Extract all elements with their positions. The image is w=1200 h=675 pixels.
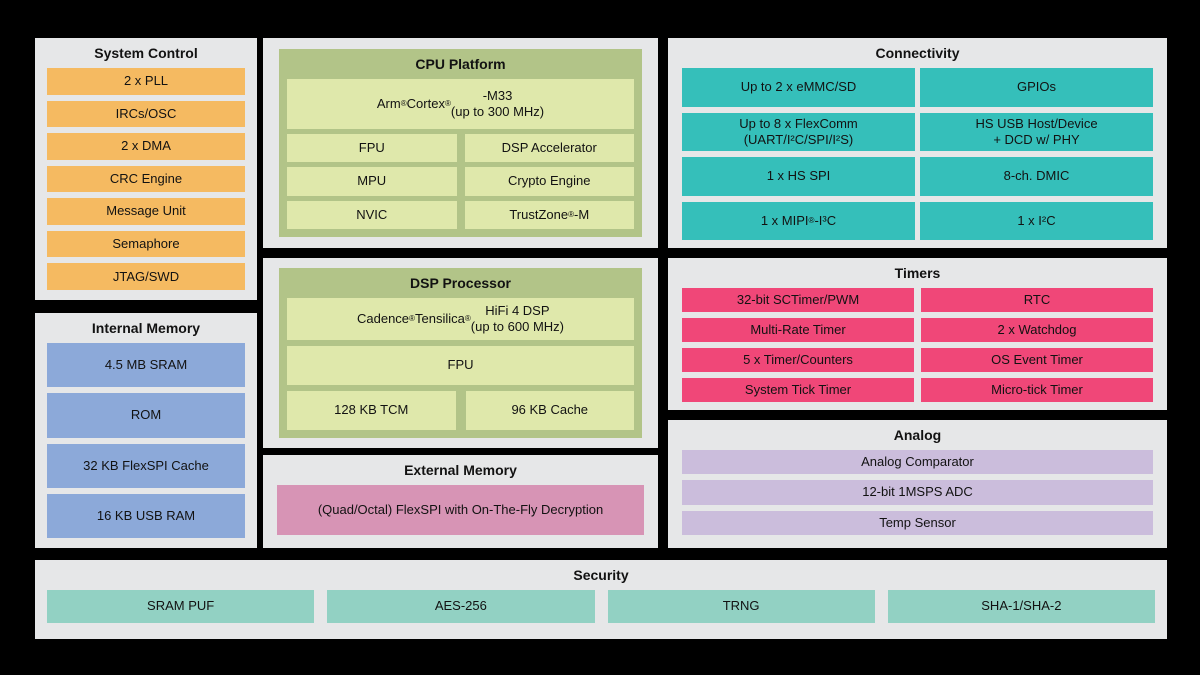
external-memory-blocks: (Quad/Octal) FlexSPI with On-The-Fly Dec… <box>277 485 644 535</box>
block-crc-engine: CRC Engine <box>47 165 245 193</box>
block-message-unit: Message Unit <box>47 198 245 225</box>
external-memory-title: External Memory <box>404 462 517 478</box>
external-memory-panel: External Memory (Quad/Octal) FlexSPI wit… <box>263 455 658 548</box>
block-flexspi-cache: 32 KB FlexSPI Cache <box>47 443 245 488</box>
block-trng: TRNG <box>607 590 875 623</box>
block-ircs-osc: IRCs/OSC <box>47 100 245 128</box>
block-dma: 2 x DMA <box>47 133 245 160</box>
block-sram: 4.5 MB SRAM <box>47 343 245 388</box>
cpu-platform-inner: CPU Platform Arm ® Cortex ® -M33 (up to 300 … <box>279 49 642 237</box>
block-sram-puf: SRAM PUF <box>47 590 315 623</box>
dsp-processor-inner: DSP Processor Cadence ® Tensilica ® HiFi 4… <box>279 268 642 438</box>
system-control-title: System Control <box>94 45 198 61</box>
block-flexspi-decryption: (Quad/Octal) FlexSPI with On-The-Fly Dec… <box>277 485 644 535</box>
block-dsp-cache: 96 KB Cache <box>465 391 634 430</box>
cpu-platform-blocks: Arm ® Cortex ® -M33 (up to 300 MHz) FPU DSP … <box>287 79 634 229</box>
block-timer-counters: 5 x Timer/Counters <box>682 348 914 372</box>
block-gpios: GPIOs <box>920 68 1153 107</box>
block-hs-usb: HS USB Host/Device + DCD w/ PHY <box>920 112 1153 151</box>
connectivity-panel: Connectivity Up to 2 x eMMC/SD GPIOs Up … <box>668 38 1167 248</box>
block-temp-sensor: Temp Sensor <box>682 510 1153 535</box>
block-tcm: 128 KB TCM <box>287 391 456 430</box>
connectivity-blocks: Up to 2 x eMMC/SD GPIOs Up to 8 x FlexCo… <box>682 68 1153 240</box>
cpu-platform-panel: CPU Platform Arm ® Cortex ® -M33 (up to 300 … <box>263 38 658 248</box>
block-hifi4-dsp: Cadence ® Tensilica ® HiFi 4 DSP (up to 600… <box>287 298 634 340</box>
block-semaphore: Semaphore <box>47 230 245 258</box>
security-title: Security <box>573 567 629 583</box>
internal-memory-blocks: 4.5 MB SRAM ROM 32 KB FlexSPI Cache 16 K… <box>47 343 245 538</box>
security-panel: Security SRAM PUF AES-256 TRNG SHA-1/SHA… <box>35 560 1167 639</box>
internal-memory-panel: Internal Memory 4.5 MB SRAM ROM 32 KB Fl… <box>35 313 257 548</box>
block-system-tick-timer: System Tick Timer <box>682 378 914 402</box>
analog-title: Analog <box>893 427 942 443</box>
block-analog-comparator: Analog Comparator <box>682 450 1153 475</box>
timers-title: Timers <box>894 265 941 281</box>
dsp-processor-blocks: Cadence ® Tensilica ® HiFi 4 DSP (up to 600… <box>287 298 634 430</box>
connectivity-title: Connectivity <box>875 45 960 61</box>
block-cortex-m33: Arm ® Cortex ® -M33 (up to 300 MHz) <box>287 79 634 129</box>
block-sha: SHA-1/SHA-2 <box>887 590 1155 623</box>
cpu-platform-title: CPU Platform <box>415 56 506 72</box>
block-aes-256: AES-256 <box>327 590 595 623</box>
system-control-blocks: 2 x PLL IRCs/OSC 2 x DMA CRC Engine Mess… <box>47 68 245 291</box>
analog-panel: Analog Analog Comparator 12-bit 1MSPS AD… <box>668 420 1167 548</box>
block-watchdog: 2 x Watchdog <box>921 318 1153 342</box>
block-pll: 2 x PLL <box>47 68 245 95</box>
block-adc: 12-bit 1MSPS ADC <box>682 480 1153 505</box>
block-cpu-fpu: FPU <box>287 134 457 163</box>
block-multirate-timer: Multi-Rate Timer <box>682 318 914 342</box>
block-dsp-accelerator: DSP Accelerator <box>464 134 634 163</box>
dsp-processor-panel: DSP Processor Cadence ® Tensilica ® HiFi 4… <box>263 258 658 448</box>
block-flexcomm: Up to 8 x FlexComm (UART/I²C/SPI/I²S) <box>682 112 915 151</box>
block-i2c: 1 x I²C <box>920 201 1153 240</box>
dsp-processor-title: DSP Processor <box>410 275 511 291</box>
security-blocks: SRAM PUF AES-256 TRNG SHA-1/SHA-2 <box>47 590 1155 623</box>
internal-memory-title: Internal Memory <box>91 320 201 336</box>
block-mipi-i3c: 1 x MIPI ® -I³C <box>682 201 915 240</box>
block-usb-ram: 16 KB USB RAM <box>47 493 245 538</box>
block-micro-tick-timer: Micro-tick Timer <box>921 378 1153 402</box>
block-emmc-sd: Up to 2 x eMMC/SD <box>682 68 915 107</box>
block-rtc: RTC <box>921 288 1153 312</box>
system-control-panel: System Control 2 x PLL IRCs/OSC 2 x DMA … <box>35 38 257 300</box>
timers-panel: Timers 32-bit SCTimer/PWM RTC Multi-Rate… <box>668 258 1167 410</box>
block-hs-spi: 1 x HS SPI <box>682 157 915 196</box>
block-crypto-engine: Crypto Engine <box>464 167 634 196</box>
block-jtag-swd: JTAG/SWD <box>47 263 245 291</box>
analog-blocks: Analog Comparator 12-bit 1MSPS ADC Temp … <box>682 450 1153 535</box>
block-mpu: MPU <box>287 167 457 196</box>
block-nvic: NVIC <box>287 200 457 229</box>
block-dmic: 8-ch. DMIC <box>920 157 1153 196</box>
block-rom: ROM <box>47 393 245 438</box>
block-trustzone: TrustZone ® -M <box>464 200 634 229</box>
timers-blocks: 32-bit SCTimer/PWM RTC Multi-Rate Timer … <box>682 288 1153 402</box>
block-dsp-fpu: FPU <box>287 346 634 385</box>
block-os-event-timer: OS Event Timer <box>921 348 1153 372</box>
block-sctimer-pwm: 32-bit SCTimer/PWM <box>682 288 914 312</box>
